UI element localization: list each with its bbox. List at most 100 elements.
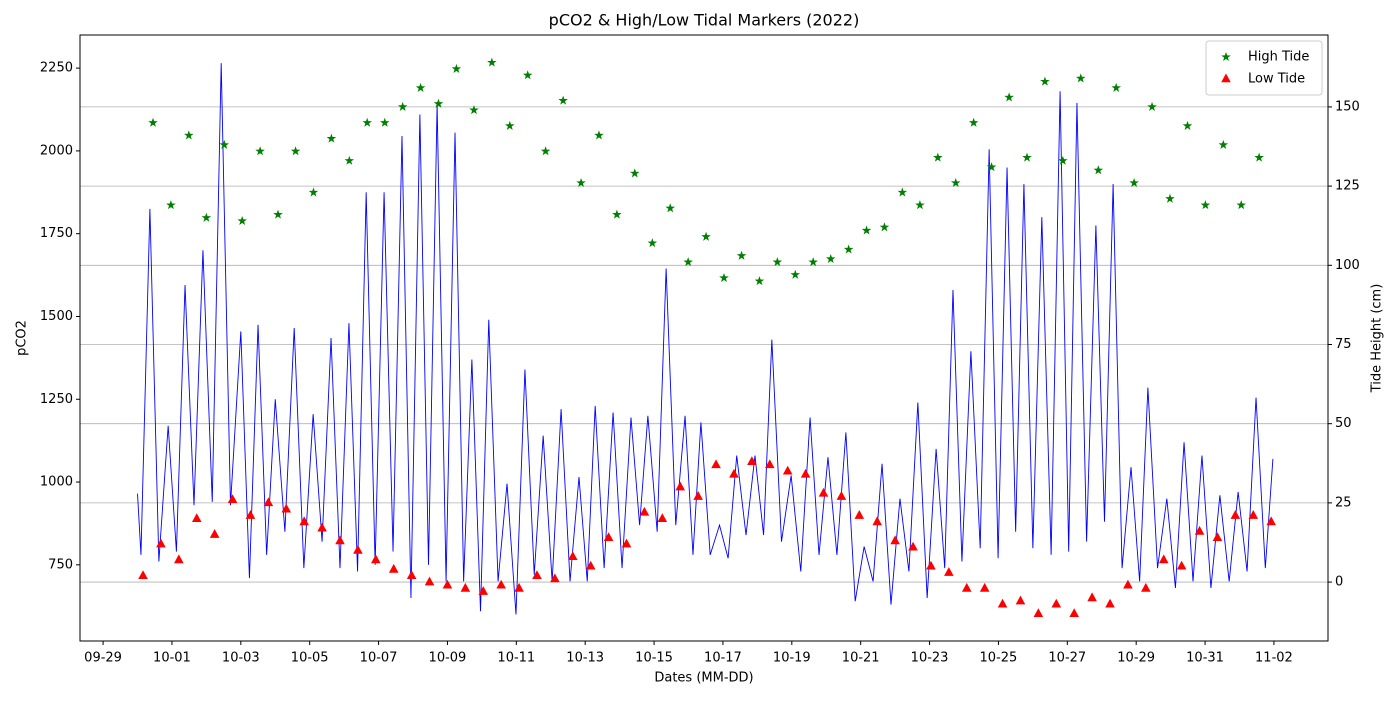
tide-marker xyxy=(245,510,256,519)
tide-marker xyxy=(818,487,829,497)
tide-marker xyxy=(915,200,925,210)
tide-marker xyxy=(1069,608,1079,618)
tide-marker xyxy=(388,563,399,573)
y2-tick-label: 125 xyxy=(1335,179,1360,194)
tide-marker xyxy=(1129,177,1139,187)
tide-marker xyxy=(148,117,158,127)
tide-marker xyxy=(968,117,979,127)
x-tick-label: 10-29 xyxy=(1117,651,1155,666)
x-tick-label: 10-19 xyxy=(773,651,811,666)
tide-marker xyxy=(1051,598,1062,608)
tide-marker xyxy=(950,177,961,187)
tide-marker xyxy=(657,513,668,523)
legend-label: High Tide xyxy=(1248,50,1309,65)
tide-marker xyxy=(227,494,238,504)
tide-marker xyxy=(1254,152,1264,162)
tide-marker xyxy=(406,570,417,580)
y-tick-label: 1250 xyxy=(40,392,73,407)
tide-marker xyxy=(933,152,943,162)
tide-marker xyxy=(1075,73,1086,83)
x-tick-label: 10-15 xyxy=(635,651,673,666)
pco2-line xyxy=(137,63,1274,615)
tide-marker xyxy=(897,187,908,197)
tide-marker xyxy=(166,200,176,210)
tide-marker xyxy=(747,456,757,466)
legend-marker xyxy=(1221,73,1231,83)
tide-marker xyxy=(790,269,801,279)
tide-marker xyxy=(782,465,793,475)
x-tick-label: 10-23 xyxy=(911,651,949,666)
tide-marker xyxy=(415,82,426,92)
x-tick-label: 10-09 xyxy=(429,651,467,666)
tide-marker xyxy=(550,573,560,583)
tide-marker xyxy=(1015,595,1026,605)
tide-marker xyxy=(469,105,479,115)
tide-marker xyxy=(800,468,811,478)
tide-marker xyxy=(764,459,775,469)
tide-marker xyxy=(335,535,345,545)
y2-tick-label: 150 xyxy=(1335,99,1360,114)
x-tick-label: 10-01 xyxy=(153,651,191,666)
tide-marker xyxy=(1236,200,1246,210)
tide-marker xyxy=(825,253,836,264)
tide-marker xyxy=(683,257,693,267)
tide-marker xyxy=(1093,165,1104,175)
tide-marker xyxy=(219,139,230,149)
tide-marker xyxy=(424,576,435,586)
tide-marker xyxy=(1141,582,1151,592)
y-tick-label: 1500 xyxy=(40,309,73,324)
x-tick-label: 10-27 xyxy=(1048,651,1086,666)
tide-marker xyxy=(540,146,551,156)
tide-marker xyxy=(460,582,471,592)
tide-marker xyxy=(647,238,658,248)
tide-marker xyxy=(639,506,650,516)
tide-marker xyxy=(1165,193,1175,203)
tide-marker xyxy=(1123,579,1133,589)
tide-marker xyxy=(433,98,444,108)
tide-marker xyxy=(138,570,148,580)
tide-marker xyxy=(209,529,220,538)
legend-box xyxy=(1205,40,1323,96)
legend: High Tide Low Tide xyxy=(1205,40,1323,96)
legend-marker xyxy=(1221,52,1231,62)
tide-marker xyxy=(701,231,711,241)
tide-marker xyxy=(836,491,847,500)
tide-marker xyxy=(558,95,568,105)
tide-marker xyxy=(255,146,265,156)
y2-tick-label: 0 xyxy=(1335,575,1343,590)
tide-marker xyxy=(237,215,247,225)
tide-marker xyxy=(326,133,337,143)
tide-marker xyxy=(290,146,301,156)
tide-marker xyxy=(854,510,865,519)
legend-label: Low Tide xyxy=(1248,72,1305,87)
tide-marker xyxy=(1248,510,1259,519)
tide-marker xyxy=(191,513,202,523)
tide-marker xyxy=(371,554,381,564)
tide-marker xyxy=(997,598,1008,608)
tide-marker xyxy=(281,503,292,513)
x-tick-label: 10-31 xyxy=(1186,651,1224,666)
tide-marker xyxy=(1182,120,1193,130)
y-axis-label: pCO2 xyxy=(15,320,30,356)
tide-marker xyxy=(961,582,972,592)
tide-marker xyxy=(1176,560,1187,570)
y-tick-label: 2250 xyxy=(40,61,73,76)
tide-marker xyxy=(665,203,676,213)
y-tick-label: 1750 xyxy=(40,226,73,241)
tide-marker xyxy=(353,544,363,554)
tide-marker xyxy=(1087,592,1097,602)
tide-marker xyxy=(926,560,936,570)
tide-marker xyxy=(568,551,578,561)
tide-marker xyxy=(514,582,524,592)
y-tick-label: 1000 xyxy=(40,475,73,490)
tide-marker xyxy=(174,554,184,564)
tide-marker xyxy=(630,168,640,178)
y2-tick-label: 100 xyxy=(1335,258,1360,273)
tide-marker xyxy=(675,481,686,491)
tide-marker xyxy=(772,257,783,267)
tide-marker xyxy=(380,117,390,127)
plot-frame xyxy=(79,34,1329,642)
tide-marker xyxy=(979,582,990,592)
x-tick-label: 10-05 xyxy=(291,651,329,666)
tide-marker xyxy=(478,586,489,595)
